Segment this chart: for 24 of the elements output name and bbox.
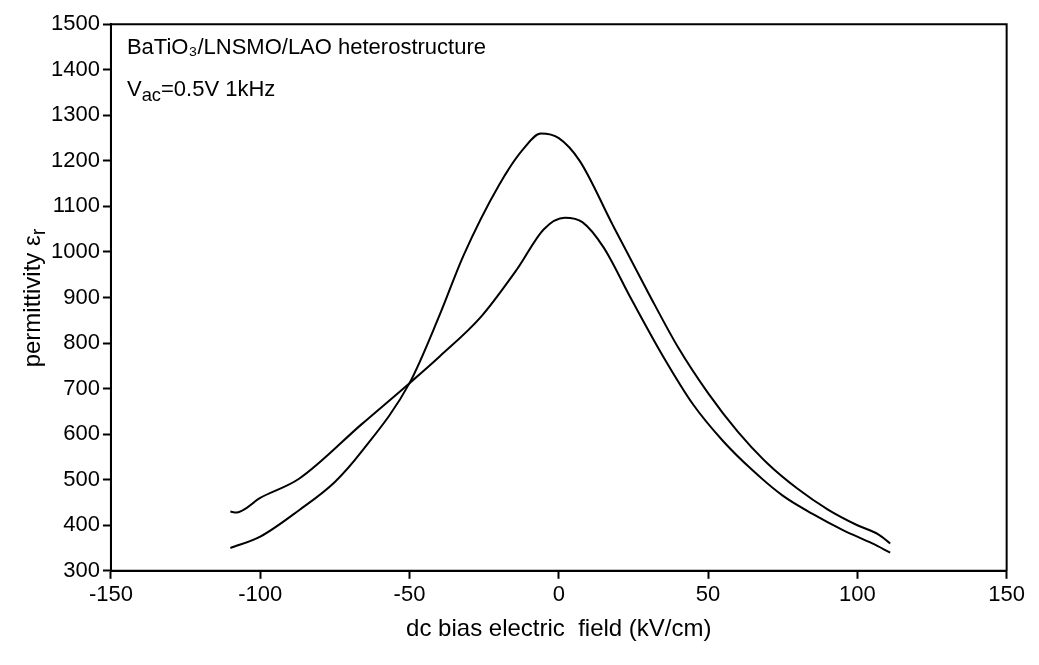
x-tick-label: 150 (988, 581, 1026, 607)
y-tick-label: 1500 (50, 10, 100, 36)
y-tick-label: 1200 (50, 146, 100, 172)
y-tick-label: 600 (63, 420, 100, 446)
x-tick-label: -50 (393, 581, 426, 607)
x-axis-title: dc bias electric field (kV/cm) (406, 614, 712, 642)
annotation: V$_{ac}$=0.5V 1kHz (126, 76, 276, 107)
annotation: BaTiO₃/LNSMO/LAO heterostructure (126, 34, 486, 61)
y-tick-label: 700 (63, 374, 100, 400)
y-tick-label: 800 (63, 329, 100, 355)
line-series (229, 132, 892, 550)
y-tick-label: 1000 (50, 238, 100, 264)
y-tick-label: 1400 (50, 55, 100, 81)
x-tick-label: -150 (88, 581, 133, 607)
x-tick-label: 50 (695, 581, 721, 607)
x-tick-label: 100 (839, 581, 876, 607)
y-tick-label: 500 (63, 465, 100, 491)
y-tick-label: 900 (63, 283, 100, 309)
y-tick-label: 400 (63, 511, 100, 537)
x-tick-label: 0 (552, 581, 565, 607)
y-tick-label: 1100 (52, 192, 100, 218)
y-tick-label: 300 (63, 556, 100, 582)
x-tick-label: -100 (238, 581, 283, 607)
y-tick-label: 1300 (50, 101, 100, 127)
